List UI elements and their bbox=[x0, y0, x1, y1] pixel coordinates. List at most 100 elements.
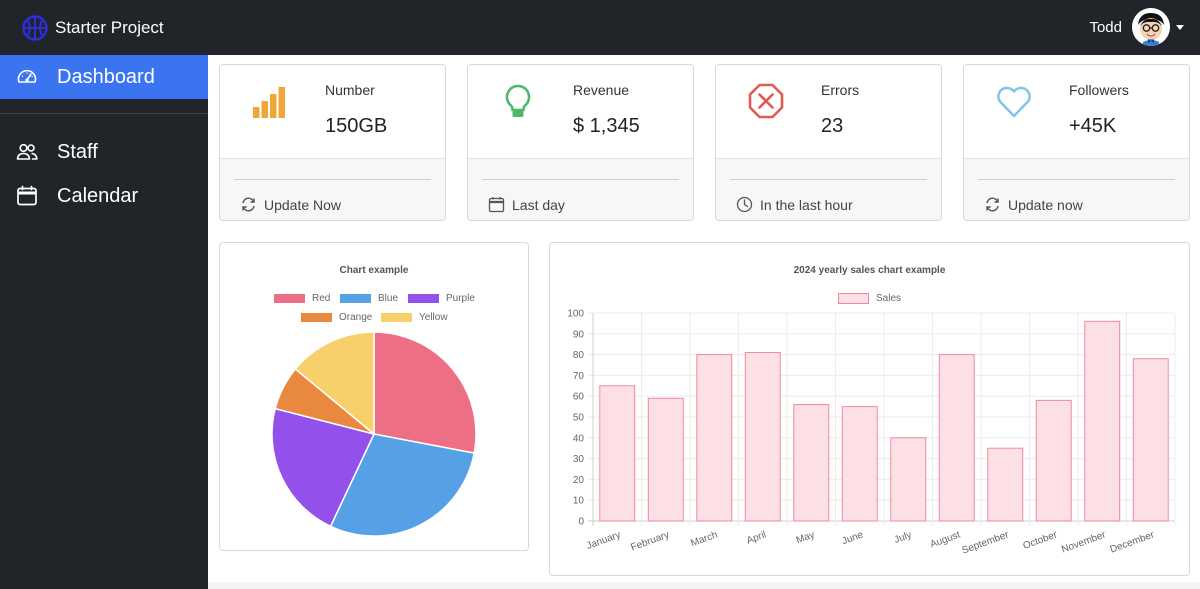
card-value: +45K bbox=[1069, 115, 1117, 137]
sidebar-item-label: Calendar bbox=[57, 184, 139, 207]
sidebar: Dashboard Staff Calendar bbox=[0, 55, 208, 589]
bar-january[interactable] bbox=[599, 385, 636, 522]
bar-chart-panel: 2024 yearly sales chart example Sales 0 1… bbox=[549, 242, 1190, 576]
sidebar-item-label: Staff bbox=[57, 140, 98, 163]
stat-card-followers: Followers +45K Update now bbox=[963, 64, 1190, 221]
sidebar-item-calendar[interactable]: Calendar bbox=[0, 174, 208, 218]
x-tick-label: September bbox=[961, 529, 1011, 556]
pie-slice-purple[interactable] bbox=[271, 407, 376, 528]
card-value: 23 bbox=[821, 115, 844, 137]
lightbulb-icon bbox=[505, 84, 531, 117]
last-day-link[interactable]: Last day bbox=[488, 196, 565, 213]
avatar[interactable] bbox=[1132, 8, 1170, 46]
legend-label: Orange bbox=[339, 312, 373, 323]
legend-item-red[interactable]: Red bbox=[274, 293, 330, 304]
legend-label: Sales bbox=[876, 293, 902, 304]
legend-item-purple[interactable]: Purple bbox=[408, 293, 475, 304]
x-tick-label: October bbox=[1022, 529, 1060, 552]
card-footer-text: In the last hour bbox=[760, 196, 853, 213]
card-footer-text: Last day bbox=[512, 196, 565, 213]
legend-item-blue[interactable]: Blue bbox=[340, 293, 398, 304]
y-tick-label: 30 bbox=[573, 454, 585, 465]
y-tick-label: 100 bbox=[567, 309, 584, 320]
card-footer: Last day bbox=[468, 158, 693, 220]
refresh-icon bbox=[240, 196, 257, 213]
card-label: Followers bbox=[1069, 82, 1129, 98]
heart-icon bbox=[997, 86, 1031, 118]
stat-card-number: Number 150GB Update Now bbox=[219, 64, 446, 221]
bar-november[interactable] bbox=[1084, 320, 1121, 522]
last-hour-link[interactable]: In the last hour bbox=[736, 196, 853, 213]
page-bottom-edge bbox=[208, 582, 1200, 589]
update-now-link[interactable]: Update now bbox=[984, 196, 1083, 213]
x-tick-label: April bbox=[745, 529, 768, 546]
legend-item-sales[interactable]: Sales bbox=[838, 293, 901, 304]
legend-swatch bbox=[838, 293, 869, 304]
bar-september[interactable] bbox=[987, 447, 1024, 522]
bar-july[interactable] bbox=[890, 437, 927, 522]
stat-card-revenue: Revenue $ 1,345 Last day bbox=[467, 64, 694, 221]
bar-october[interactable] bbox=[1035, 399, 1072, 522]
x-tick-label: January bbox=[585, 529, 622, 552]
card-body: Revenue $ 1,345 bbox=[468, 65, 693, 158]
sidebar-item-dashboard[interactable]: Dashboard bbox=[0, 55, 208, 99]
user-name: Todd bbox=[1089, 18, 1122, 36]
legend-label: Yellow bbox=[419, 312, 448, 323]
y-tick-label: 40 bbox=[573, 433, 585, 444]
bar-june[interactable] bbox=[841, 406, 878, 522]
pie-slice-yellow[interactable] bbox=[294, 331, 375, 436]
y-tick-label: 80 bbox=[573, 350, 585, 361]
legend-swatch bbox=[274, 294, 305, 303]
x-tick-label: November bbox=[1060, 529, 1108, 555]
card-body: Errors 23 bbox=[716, 65, 941, 158]
chart-title: Chart example bbox=[339, 265, 409, 276]
bar-march[interactable] bbox=[696, 354, 733, 522]
bar-august[interactable] bbox=[938, 354, 975, 522]
chart-title: 2024 yearly sales chart example bbox=[793, 265, 946, 276]
calendar-icon bbox=[16, 185, 38, 207]
card-label: Revenue bbox=[573, 82, 630, 98]
pie-slice-blue[interactable] bbox=[329, 433, 476, 537]
y-tick-label: 50 bbox=[573, 413, 585, 424]
legend-item-orange[interactable]: Orange bbox=[301, 312, 372, 323]
pie-chart bbox=[271, 331, 477, 537]
card-label: Number bbox=[325, 82, 375, 98]
sidebar-divider bbox=[0, 113, 208, 114]
pie-slice-red[interactable] bbox=[373, 331, 477, 454]
top-navbar: Starter Project Todd bbox=[0, 0, 1200, 55]
stat-card-errors: Errors 23 In the last hour bbox=[715, 64, 942, 221]
x-tick-label: August bbox=[929, 529, 962, 550]
brand-link[interactable]: Starter Project bbox=[22, 14, 164, 41]
avatar-image bbox=[1132, 8, 1170, 46]
y-tick-label: 0 bbox=[578, 517, 584, 528]
calendar-icon bbox=[488, 196, 505, 213]
pie-chart-panel: Chart example Red Blue Purple Orange Yel… bbox=[219, 242, 529, 551]
bar-april[interactable] bbox=[744, 352, 781, 522]
y-tick-label: 70 bbox=[573, 371, 585, 382]
bar-may[interactable] bbox=[793, 404, 830, 522]
legend-swatch bbox=[301, 313, 332, 322]
y-tick-label: 10 bbox=[573, 496, 585, 507]
x-tick-label: February bbox=[629, 529, 670, 553]
legend-label: Red bbox=[312, 293, 331, 304]
x-tick-label: March bbox=[689, 529, 719, 549]
card-footer-text: Update Now bbox=[264, 196, 342, 213]
app-title: Starter Project bbox=[55, 17, 164, 37]
card-footer: Update Now bbox=[220, 158, 445, 220]
update-now-link[interactable]: Update Now bbox=[240, 196, 341, 213]
sidebar-item-label: Dashboard bbox=[57, 65, 155, 88]
card-body: Followers +45K bbox=[964, 65, 1189, 158]
sidebar-item-staff[interactable]: Staff bbox=[0, 130, 208, 174]
user-menu[interactable]: Todd bbox=[1089, 8, 1184, 46]
card-value: 150GB bbox=[325, 115, 388, 137]
bar-chart: 0 10 20 30 40 50 60 70 80 90 100 January February Mar… bbox=[567, 309, 1176, 557]
bar-february[interactable] bbox=[647, 397, 684, 522]
legend-swatch bbox=[381, 313, 412, 322]
gauge-icon bbox=[16, 66, 38, 88]
x-tick-label: July bbox=[893, 529, 913, 545]
y-tick-label: 20 bbox=[573, 475, 585, 486]
x-tick-label: June bbox=[841, 529, 866, 547]
legend-item-yellow[interactable]: Yellow bbox=[381, 312, 448, 323]
y-tick-label: 60 bbox=[573, 392, 585, 403]
bar-december[interactable] bbox=[1132, 358, 1169, 522]
